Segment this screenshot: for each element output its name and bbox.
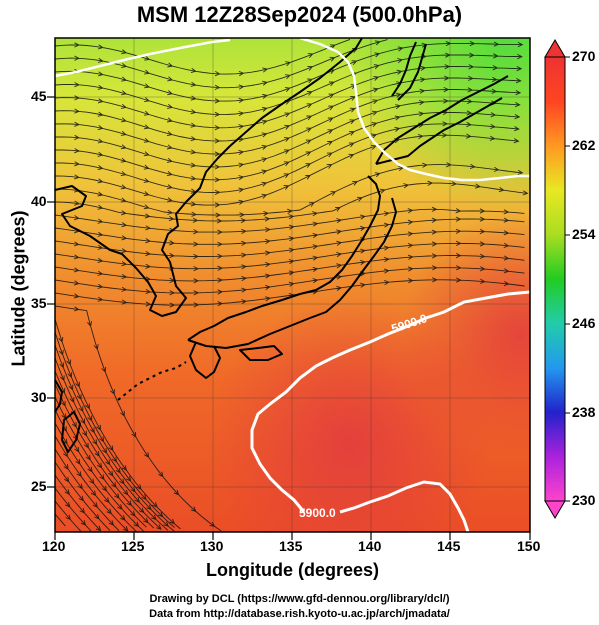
colorbar-lower-arrow	[544, 500, 566, 519]
colorbar-tick-label: 254	[572, 226, 596, 242]
x-tick-label: 150	[517, 538, 541, 554]
coastlines	[55, 38, 509, 453]
y-tick-label: 25	[31, 478, 47, 494]
x-tick-label: 135	[279, 538, 303, 554]
x-tick-label: 130	[200, 538, 224, 554]
colorbar-tick-label: 262	[572, 137, 596, 153]
y-tick-label: 35	[31, 295, 47, 311]
colorbar-upper-arrow	[544, 39, 566, 58]
contour-label-lower: 5900.0	[299, 506, 336, 520]
x-tick-label: 120	[42, 538, 66, 554]
y-tick-label: 30	[31, 389, 47, 405]
geopotential-contour-north	[55, 38, 530, 182]
map-title: MSM 12Z28Sep2024 (500.0hPa)	[136, 2, 463, 27]
credit-data: Data from http://database.rish.kyoto-u.a…	[149, 608, 450, 620]
colorbar-tick-label: 270	[572, 48, 596, 64]
colorbar-tick-label: 238	[572, 404, 596, 420]
geopotential-contour-5900	[250, 290, 530, 532]
x-tick-label: 145	[437, 538, 461, 554]
x-tick-label: 140	[358, 538, 382, 554]
y-tick-label: 45	[31, 88, 47, 104]
axis-ticks	[47, 96, 531, 540]
colorbar	[544, 39, 570, 519]
colorbar-tick-label: 230	[572, 492, 596, 508]
credit-drawing: Drawing by DCL (https://www.gfd-dennou.o…	[149, 593, 450, 605]
colorbar-tick-label: 246	[572, 315, 596, 331]
x-axis-label: Longitude (degrees)	[205, 560, 379, 580]
y-axis-label: Latitude (degrees)	[8, 210, 29, 367]
temperature-field	[55, 38, 530, 532]
y-tick-label: 40	[31, 193, 47, 209]
x-tick-label: 125	[121, 538, 145, 554]
